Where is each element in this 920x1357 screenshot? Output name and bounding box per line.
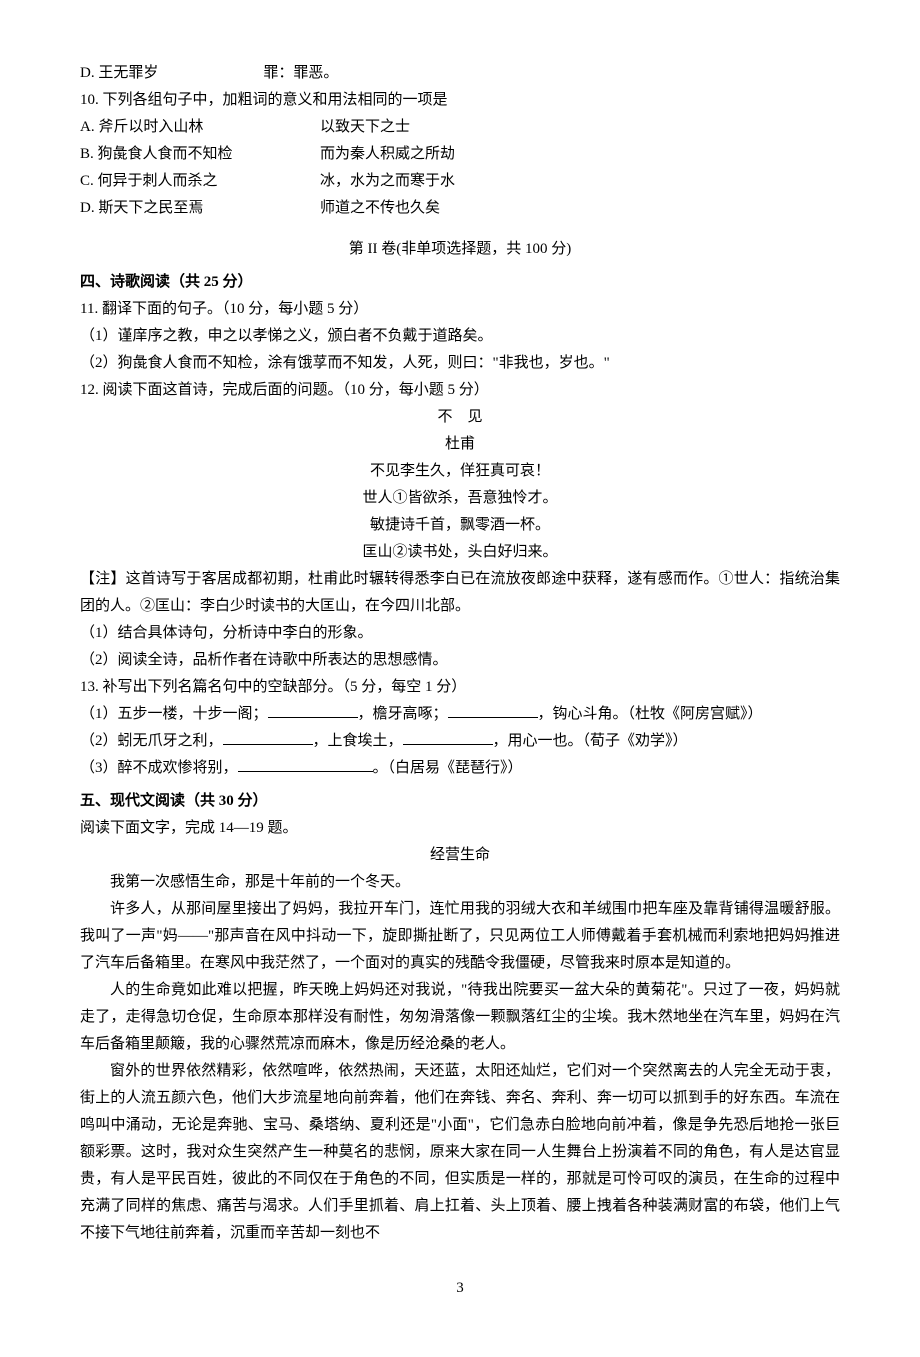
q10-option-c: C. 何异于刺人而杀之 冰，水为之而寒于水 <box>80 168 840 195</box>
q10-option-b: B. 狗彘食人食而不知检 而为秦人积威之所劫 <box>80 141 840 168</box>
q13-1-text-c: ，钩心斗角。（杜牧《阿房宫赋》） <box>538 706 763 722</box>
question-13-stem: 13. 补写出下列名篇名句中的空缺部分。（5 分，每空 1 分） <box>80 674 840 701</box>
part2-heading: 第 II 卷(非单项选择题，共 100 分) <box>80 236 840 263</box>
essay-title: 经营生命 <box>80 842 840 869</box>
essay-para-2: 许多人，从那间屋里接出了妈妈，我拉开车门，连忙用我的羽绒大衣和羊绒围巾把车座及靠… <box>80 896 840 977</box>
blank-field <box>448 702 538 718</box>
q11-sub2: （2）狗彘食人食而不知检，涂有饿莩而不知发，人死，则曰："非我也，岁也。" <box>80 350 840 377</box>
q9-option-d: D. 王无罪岁 罪：罪恶。 <box>80 60 840 87</box>
q10-b-left: B. 狗彘食人食而不知检 <box>80 141 320 168</box>
q10-b-right: 而为秦人积威之所劫 <box>320 141 840 168</box>
q13-1-text-b: ，檐牙高啄； <box>358 706 448 722</box>
q13-2-text-c: ，用心一也。（荀子《劝学》） <box>493 733 688 749</box>
poem-author: 杜甫 <box>80 431 840 458</box>
q13-sub2: （2）蚓无爪牙之利， ，上食埃土， ，用心一也。（荀子《劝学》） <box>80 728 840 755</box>
section-5-intro: 阅读下面文字，完成 14—19 题。 <box>80 815 840 842</box>
poem-note: 【注】这首诗写于客居成都初期，杜甫此时辗转得悉李白已在流放夜郎途中获释，遂有感而… <box>80 566 840 620</box>
question-11-stem: 11. 翻译下面的句子。（10 分，每小题 5 分） <box>80 296 840 323</box>
question-12-stem: 12. 阅读下面这首诗，完成后面的问题。（10 分，每小题 5 分） <box>80 377 840 404</box>
poem-line-2: 世人①皆欲杀，吾意独怜才。 <box>80 485 840 512</box>
section-5-title: 五、现代文阅读（共 30 分） <box>80 788 840 815</box>
blank-field <box>223 729 313 745</box>
q13-3-text-b: 。（白居易《琵琶行》） <box>373 760 523 776</box>
q10-d-right: 师道之不传也久矣 <box>320 195 840 222</box>
poem-line-4: 匡山②读书处，头白好归来。 <box>80 539 840 566</box>
q10-option-d: D. 斯天下之民至焉 师道之不传也久矣 <box>80 195 840 222</box>
q13-3-text-a: （3）醉不成欢惨将别， <box>80 760 238 776</box>
q13-sub3: （3）醉不成欢惨将别， 。（白居易《琵琶行》） <box>80 755 840 782</box>
q10-d-left: D. 斯天下之民至焉 <box>80 195 320 222</box>
blank-field <box>403 729 493 745</box>
poem-line-3: 敏捷诗千首，飘零酒一杯。 <box>80 512 840 539</box>
q10-a-left: A. 斧斤以时入山林 <box>80 114 320 141</box>
question-10-stem: 10. 下列各组句子中，加粗词的意义和用法相同的一项是 <box>80 87 840 114</box>
q13-1-text-a: （1）五步一楼，十步一阁； <box>80 706 268 722</box>
blank-field <box>238 756 373 772</box>
q12-sub2: （2）阅读全诗，品析作者在诗歌中所表达的思想感情。 <box>80 647 840 674</box>
page-number: 3 <box>80 1275 840 1302</box>
q13-sub1: （1）五步一楼，十步一阁； ，檐牙高啄； ，钩心斗角。（杜牧《阿房宫赋》） <box>80 701 840 728</box>
essay-para-4: 窗外的世界依然精彩，依然喧哗，依然热闹，天还蓝，太阳还灿烂，它们对一个突然离去的… <box>80 1058 840 1247</box>
section-4-title: 四、诗歌阅读（共 25 分） <box>80 269 840 296</box>
poem-title: 不 见 <box>80 404 840 431</box>
essay-para-3: 人的生命竟如此难以把握，昨天晚上妈妈还对我说，"待我出院要买一盆大朵的黄菊花"。… <box>80 977 840 1058</box>
q12-sub1: （1）结合具体诗句，分析诗中李白的形象。 <box>80 620 840 647</box>
blank-field <box>268 702 358 718</box>
q13-2-text-a: （2）蚓无爪牙之利， <box>80 733 223 749</box>
q10-c-left: C. 何异于刺人而杀之 <box>80 168 320 195</box>
poem-line-1: 不见李生久，佯狂真可哀！ <box>80 458 840 485</box>
q10-option-a: A. 斧斤以时入山林 以致天下之士 <box>80 114 840 141</box>
q10-a-right: 以致天下之士 <box>320 114 840 141</box>
q11-sub1: （1）谨庠序之教，申之以孝悌之义，颁白者不负戴于道路矣。 <box>80 323 840 350</box>
q13-2-text-b: ，上食埃土， <box>313 733 403 749</box>
q10-c-right: 冰，水为之而寒于水 <box>320 168 840 195</box>
essay-para-1: 我第一次感悟生命，那是十年前的一个冬天。 <box>80 869 840 896</box>
